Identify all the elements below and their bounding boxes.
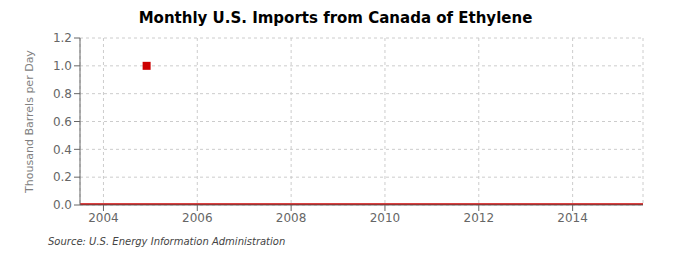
svg-text:0.8: 0.8	[53, 87, 72, 101]
svg-text:1.0: 1.0	[53, 59, 72, 73]
svg-text:2004: 2004	[88, 211, 119, 225]
svg-text:2014: 2014	[557, 211, 588, 225]
html-text:Monthly U.S. Imports from Cana: Monthly U.S. Imports from Canada of Ethy…	[138, 9, 533, 27]
svg-text:Thousand Barrels per Day: Thousand Barrels per Day	[23, 50, 36, 194]
svg-text:2010: 2010	[370, 211, 401, 225]
html-text:Source: U.S. Energy Informatio: Source: U.S. Energy Information Administ…	[48, 236, 286, 247]
svg-text:2006: 2006	[182, 211, 213, 225]
svg-text:2008: 2008	[276, 211, 307, 225]
svg-text:0.4: 0.4	[53, 143, 72, 157]
svg-text:0.2: 0.2	[53, 170, 72, 184]
svg-text:0.6: 0.6	[53, 115, 72, 129]
svg-text:0.0: 0.0	[53, 198, 72, 212]
svg-text:2012: 2012	[464, 211, 495, 225]
svg-text:1.2: 1.2	[53, 31, 72, 45]
